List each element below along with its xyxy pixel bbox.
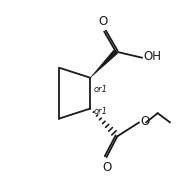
Polygon shape <box>90 50 118 78</box>
Text: or1: or1 <box>93 85 107 94</box>
Text: O: O <box>141 115 150 128</box>
Text: or1: or1 <box>93 107 107 116</box>
Text: O: O <box>102 161 111 174</box>
Text: OH: OH <box>144 50 162 63</box>
Text: O: O <box>99 15 108 28</box>
